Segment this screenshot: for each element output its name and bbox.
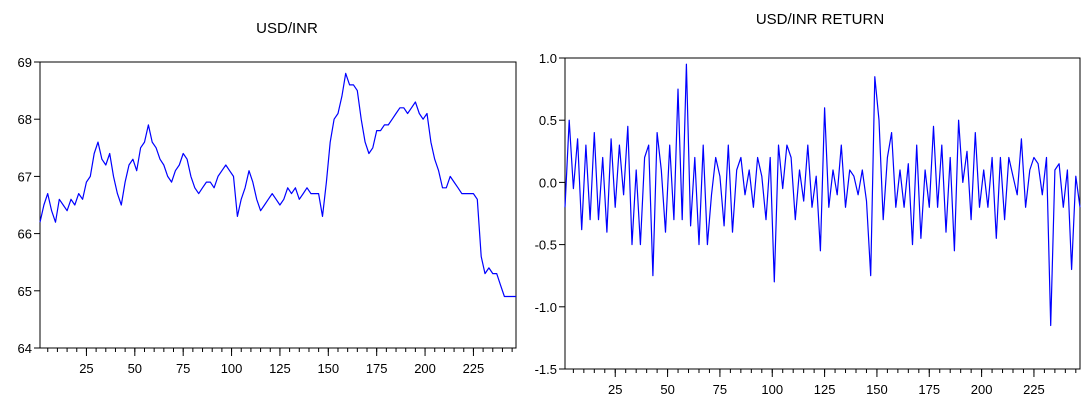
x-tick-label: 175 (918, 382, 940, 397)
x-tick-label: 50 (660, 382, 674, 397)
x-tick-label: 200 (414, 361, 436, 376)
series-line (564, 63, 1081, 327)
y-tick-label: 68 (18, 112, 32, 127)
plot-frame (39, 61, 517, 349)
x-tick-label: 125 (814, 382, 836, 397)
usdinr-return-svg: USD/INR RETURN 25 50 75 100 125 150 175 200 225 -1… (535, 11, 1081, 397)
x-tick-label: 50 (128, 361, 142, 376)
x-tick-label: 225 (463, 361, 485, 376)
x-tick-label: 100 (761, 382, 783, 397)
x-tick-label: 75 (713, 382, 727, 397)
x-tick-label: 25 (608, 382, 622, 397)
x-tick-label: 100 (221, 361, 243, 376)
y-tick-label: -1.5 (535, 362, 557, 377)
y-tick-label: 69 (18, 55, 32, 70)
usdinr-level-svg: USD/INR 25 50 75 100 125 150 175 200 225 64 65 66 67 6… (18, 20, 517, 376)
x-tick-label: 125 (269, 361, 291, 376)
x-tick-label: 225 (1023, 382, 1045, 397)
plot-frame (564, 57, 1081, 370)
y-tick-label: 0.5 (539, 113, 557, 128)
series-line (39, 72, 516, 298)
x-tick-label: 150 (866, 382, 888, 397)
y-tick-label: 64 (18, 341, 32, 356)
usdinr-level-chart: USD/INR 25 50 75 100 125 150 175 200 225 64 65 66 67 6… (0, 0, 540, 403)
x-tick-label: 200 (971, 382, 993, 397)
x-tick-label: 25 (79, 361, 93, 376)
y-tick-label: 67 (18, 169, 32, 184)
chart-title: USD/INR RETURN (756, 11, 884, 28)
y-tick-label: 65 (18, 284, 32, 299)
y-tick-label: -0.5 (535, 238, 557, 253)
y-tick-label: 66 (18, 227, 32, 242)
y-tick-label: 1.0 (539, 51, 557, 66)
y-tick-label: -1.0 (535, 300, 557, 315)
y-tick-label: 0.0 (539, 175, 557, 190)
x-tick-label: 150 (317, 361, 339, 376)
chart-title: USD/INR (256, 20, 318, 37)
x-tick-label: 75 (176, 361, 190, 376)
x-tick-label: 175 (366, 361, 388, 376)
usdinr-return-chart: USD/INR RETURN 25 50 75 100 125 150 175 200 225 -1… (520, 0, 1083, 403)
